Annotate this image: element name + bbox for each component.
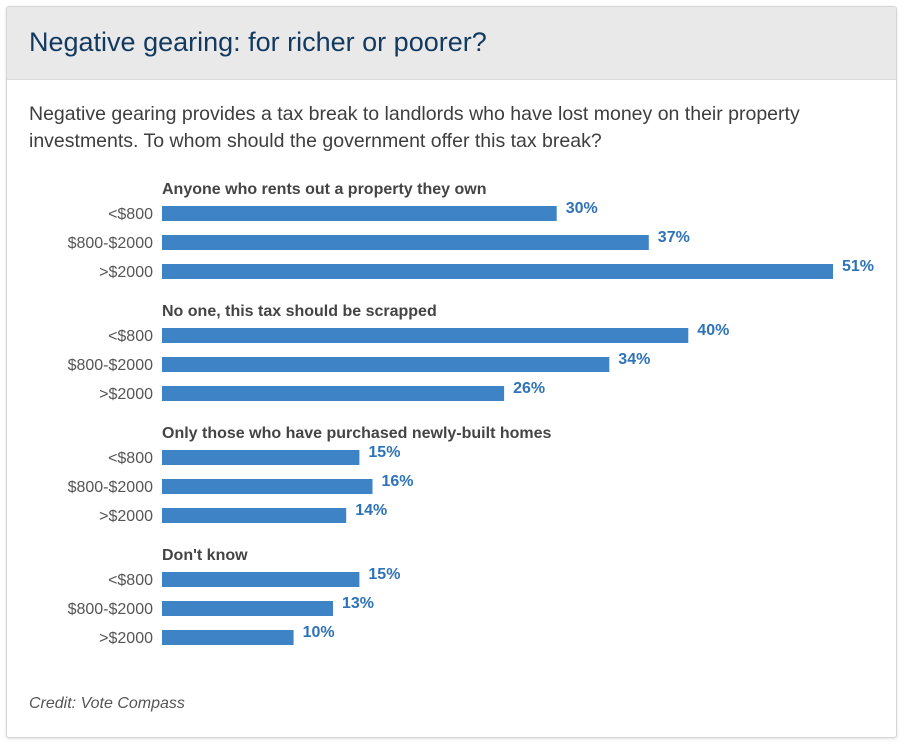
- page-title: Negative gearing: for richer or poorer?: [29, 27, 487, 57]
- bar: [162, 450, 360, 465]
- bar: [162, 328, 689, 343]
- value-label: 14%: [355, 502, 387, 519]
- bar: [162, 386, 505, 401]
- category-label: >$2000: [99, 508, 153, 525]
- bar: [162, 206, 557, 221]
- credit-text: Credit: Vote Compass: [29, 695, 185, 712]
- value-label: 37%: [658, 229, 690, 246]
- category-label: <$800: [108, 450, 153, 467]
- category-label: $800-$2000: [68, 357, 154, 374]
- group-label: Anyone who rents out a property they own: [162, 181, 486, 198]
- category-label: >$2000: [99, 264, 153, 281]
- group-label: Don't know: [162, 547, 248, 564]
- bar-chart: Anyone who rents out a property they own…: [68, 181, 874, 647]
- category-label: $800-$2000: [68, 479, 154, 496]
- bar: [162, 572, 360, 587]
- bar: [162, 601, 333, 616]
- chart-card: Negative gearing: for richer or poorer? …: [6, 6, 897, 738]
- category-label: $800-$2000: [68, 601, 154, 618]
- category-label: <$800: [108, 572, 153, 589]
- bar: [162, 479, 373, 494]
- bar: [162, 235, 649, 250]
- value-label: 13%: [342, 595, 374, 612]
- category-label: >$2000: [99, 386, 153, 403]
- category-label: <$800: [108, 206, 153, 223]
- value-label: 34%: [618, 351, 650, 368]
- group-label: No one, this tax should be scrapped: [162, 303, 437, 320]
- category-label: >$2000: [99, 630, 153, 647]
- value-label: 10%: [303, 624, 335, 641]
- value-label: 26%: [513, 380, 545, 397]
- chart-subtitle: Negative gearing provides a tax break to…: [29, 103, 800, 152]
- category-label: <$800: [108, 328, 153, 345]
- group-label: Only those who have purchased newly-buil…: [162, 425, 552, 442]
- category-label: $800-$2000: [68, 235, 154, 252]
- value-label: 16%: [382, 473, 414, 490]
- bar: [162, 630, 294, 645]
- bar: [162, 357, 610, 372]
- value-label: 40%: [697, 322, 729, 339]
- bar: [162, 508, 347, 523]
- value-label: 51%: [842, 258, 874, 275]
- card-header: Negative gearing: for richer or poorer?: [7, 7, 896, 80]
- value-label: 15%: [368, 566, 400, 583]
- value-label: 30%: [566, 200, 598, 217]
- value-label: 15%: [368, 444, 400, 461]
- bar: [162, 264, 833, 279]
